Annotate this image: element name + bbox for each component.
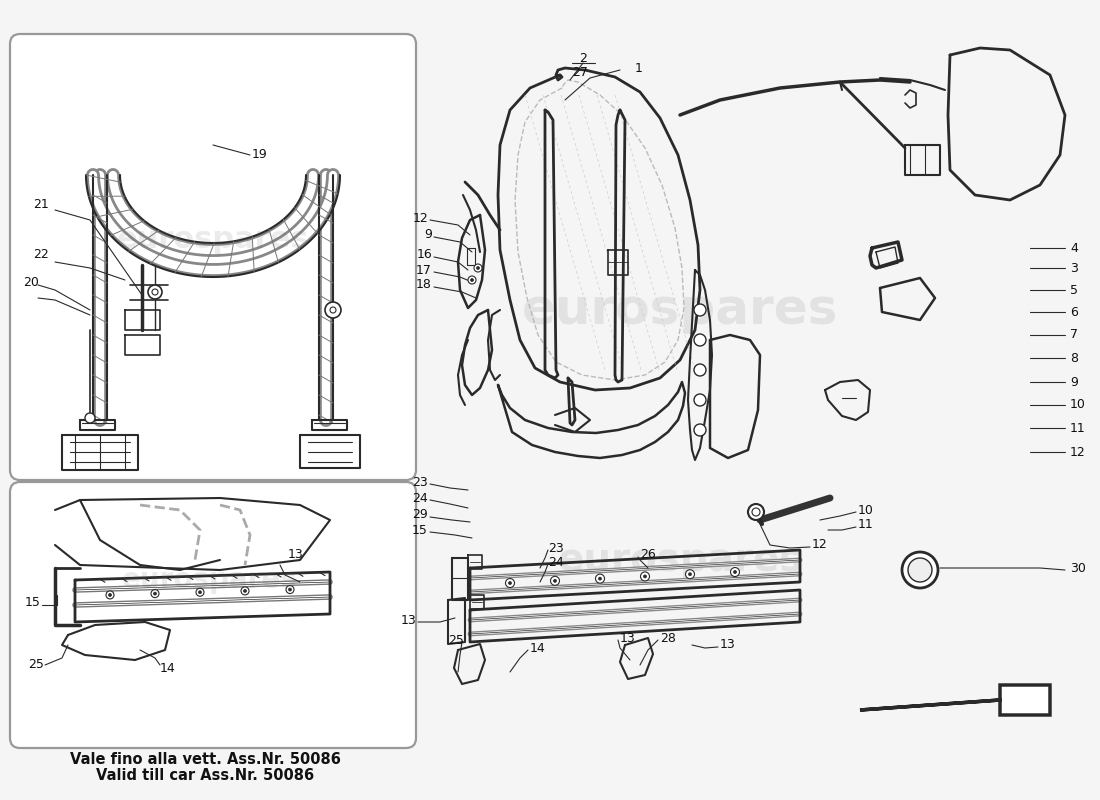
Text: 14: 14 <box>160 662 176 674</box>
Circle shape <box>152 289 158 295</box>
Circle shape <box>324 302 341 318</box>
Circle shape <box>694 364 706 376</box>
Text: 22: 22 <box>33 249 48 262</box>
Circle shape <box>694 304 706 316</box>
Text: 11: 11 <box>1070 422 1086 434</box>
Circle shape <box>553 579 557 582</box>
Circle shape <box>685 570 694 578</box>
Text: 7: 7 <box>1070 329 1078 342</box>
Text: eurospares: eurospares <box>521 286 838 334</box>
Circle shape <box>694 334 706 346</box>
Circle shape <box>694 394 706 406</box>
Text: 9: 9 <box>425 229 432 242</box>
Circle shape <box>598 577 602 580</box>
Text: 27: 27 <box>572 66 587 78</box>
Text: 8: 8 <box>1070 351 1078 365</box>
Circle shape <box>468 276 476 284</box>
Text: 17: 17 <box>416 263 432 277</box>
Circle shape <box>241 587 249 595</box>
Text: 5: 5 <box>1070 283 1078 297</box>
Circle shape <box>595 574 605 583</box>
Circle shape <box>908 558 932 582</box>
Text: eurospares: eurospares <box>117 226 309 254</box>
Circle shape <box>694 424 706 436</box>
Text: 12: 12 <box>812 538 827 551</box>
Circle shape <box>286 586 294 594</box>
Circle shape <box>106 591 114 599</box>
Text: 30: 30 <box>1070 562 1086 574</box>
Text: 11: 11 <box>858 518 873 531</box>
Text: 24: 24 <box>412 491 428 505</box>
Circle shape <box>748 504 764 520</box>
Text: 14: 14 <box>530 642 546 654</box>
Text: 13: 13 <box>620 631 636 645</box>
Circle shape <box>330 307 336 313</box>
Circle shape <box>288 588 292 591</box>
Text: 1: 1 <box>635 62 642 74</box>
Text: 12: 12 <box>1070 446 1086 458</box>
Text: Vale fino alla vett. Ass.Nr. 50086: Vale fino alla vett. Ass.Nr. 50086 <box>69 753 340 767</box>
Text: 23: 23 <box>412 475 428 489</box>
Circle shape <box>109 594 111 597</box>
Text: 19: 19 <box>252 149 267 162</box>
Text: eurospares: eurospares <box>122 566 298 594</box>
Text: 2: 2 <box>579 51 587 65</box>
Circle shape <box>902 552 938 588</box>
Text: 15: 15 <box>412 523 428 537</box>
Circle shape <box>198 590 201 594</box>
Circle shape <box>752 508 760 516</box>
Text: 23: 23 <box>548 542 563 554</box>
Text: 6: 6 <box>1070 306 1078 318</box>
Circle shape <box>148 285 162 299</box>
Circle shape <box>644 575 647 578</box>
Text: 10: 10 <box>858 503 873 517</box>
Circle shape <box>151 590 160 598</box>
Circle shape <box>550 576 560 586</box>
Circle shape <box>734 570 737 574</box>
Text: 4: 4 <box>1070 242 1078 254</box>
Text: 15: 15 <box>25 597 41 610</box>
Polygon shape <box>860 685 1050 715</box>
Text: 29: 29 <box>412 509 428 522</box>
Text: 13: 13 <box>288 549 304 562</box>
Text: 18: 18 <box>416 278 432 291</box>
Text: 26: 26 <box>640 549 656 562</box>
Text: 24: 24 <box>548 555 563 569</box>
Circle shape <box>476 266 480 270</box>
Circle shape <box>85 413 95 423</box>
Text: 25: 25 <box>448 634 464 646</box>
Circle shape <box>508 582 512 585</box>
Text: 16: 16 <box>416 249 432 262</box>
Text: 13: 13 <box>720 638 736 651</box>
Circle shape <box>689 573 692 576</box>
FancyBboxPatch shape <box>10 34 416 480</box>
Text: 9: 9 <box>1070 375 1078 389</box>
Text: 25: 25 <box>28 658 44 671</box>
Circle shape <box>154 592 156 595</box>
Text: eurospares: eurospares <box>558 541 803 579</box>
Circle shape <box>730 567 739 577</box>
Circle shape <box>474 264 482 272</box>
Text: 10: 10 <box>1070 398 1086 411</box>
Text: 12: 12 <box>412 211 428 225</box>
Circle shape <box>243 590 246 592</box>
Text: 28: 28 <box>660 631 675 645</box>
Circle shape <box>196 588 204 596</box>
Text: Valid till car Ass.Nr. 50086: Valid till car Ass.Nr. 50086 <box>96 769 315 783</box>
Circle shape <box>506 578 515 587</box>
Text: 20: 20 <box>23 277 38 290</box>
FancyBboxPatch shape <box>10 482 416 748</box>
Text: 3: 3 <box>1070 262 1078 274</box>
FancyBboxPatch shape <box>18 42 408 472</box>
Circle shape <box>640 572 649 581</box>
Text: 21: 21 <box>33 198 48 211</box>
FancyBboxPatch shape <box>6 5 1094 795</box>
Circle shape <box>471 278 473 282</box>
Text: 13: 13 <box>400 614 416 626</box>
